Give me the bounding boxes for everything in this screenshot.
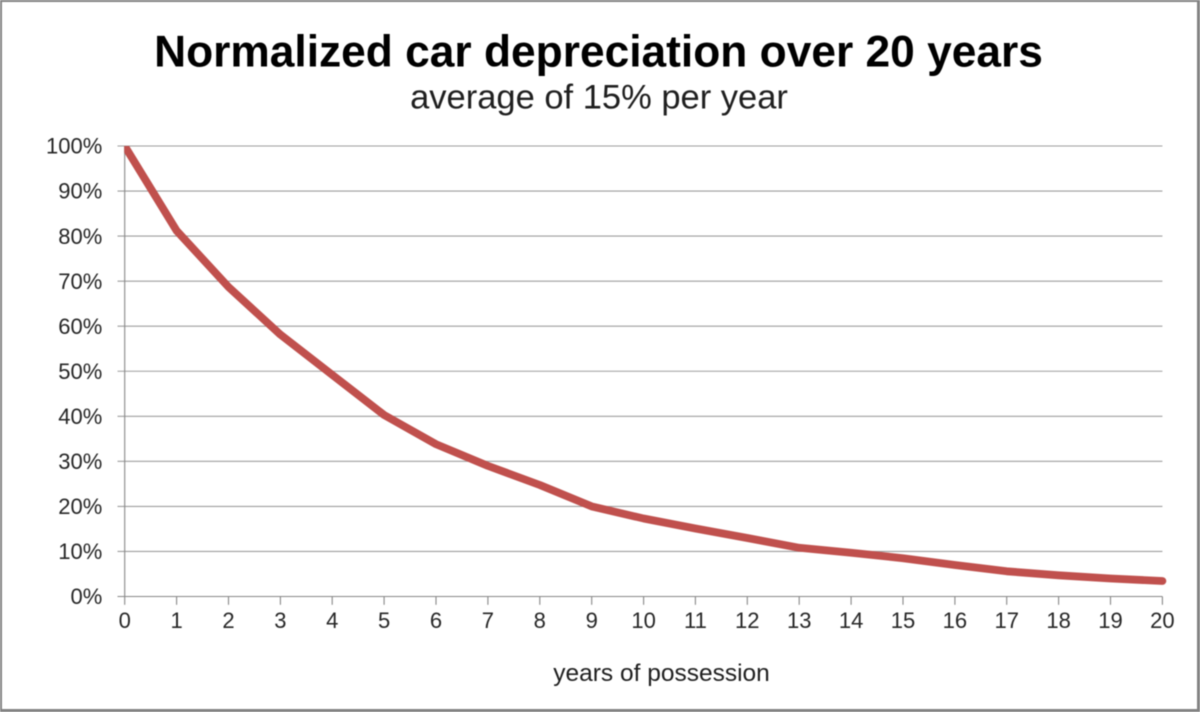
svg-text:11: 11 [684, 608, 707, 633]
svg-text:14: 14 [839, 608, 863, 633]
svg-text:7: 7 [482, 608, 494, 633]
svg-text:90%: 90% [58, 179, 102, 204]
svg-text:0%: 0% [71, 584, 103, 609]
svg-text:20: 20 [1150, 608, 1174, 633]
svg-text:10%: 10% [58, 539, 102, 564]
svg-text:16: 16 [943, 608, 967, 633]
svg-text:6: 6 [430, 608, 442, 633]
svg-text:Normalized car depreciation ov: Normalized car depreciation over 20 year… [154, 28, 1043, 77]
svg-text:5: 5 [378, 608, 390, 633]
svg-text:3: 3 [274, 608, 286, 633]
svg-text:2: 2 [222, 608, 234, 633]
svg-text:9: 9 [586, 608, 598, 633]
svg-text:100%: 100% [46, 134, 102, 159]
svg-text:60%: 60% [58, 314, 102, 339]
svg-text:average of 15% per year: average of 15% per year [410, 79, 788, 117]
svg-text:18: 18 [1046, 608, 1070, 633]
svg-text:15: 15 [891, 608, 915, 633]
svg-text:10: 10 [631, 608, 655, 633]
svg-text:80%: 80% [58, 224, 102, 249]
svg-text:70%: 70% [58, 269, 102, 294]
svg-text:12: 12 [735, 608, 759, 633]
svg-text:50%: 50% [58, 359, 102, 384]
svg-text:19: 19 [1098, 608, 1122, 633]
svg-text:1: 1 [170, 608, 182, 633]
svg-text:20%: 20% [58, 494, 102, 519]
svg-text:8: 8 [534, 608, 546, 633]
svg-text:17: 17 [994, 608, 1018, 633]
svg-text:years of possession: years of possession [553, 660, 770, 687]
svg-text:0: 0 [119, 608, 131, 633]
svg-text:4: 4 [326, 608, 338, 633]
svg-text:13: 13 [787, 608, 811, 633]
svg-text:30%: 30% [58, 449, 102, 474]
svg-text:40%: 40% [58, 404, 102, 429]
